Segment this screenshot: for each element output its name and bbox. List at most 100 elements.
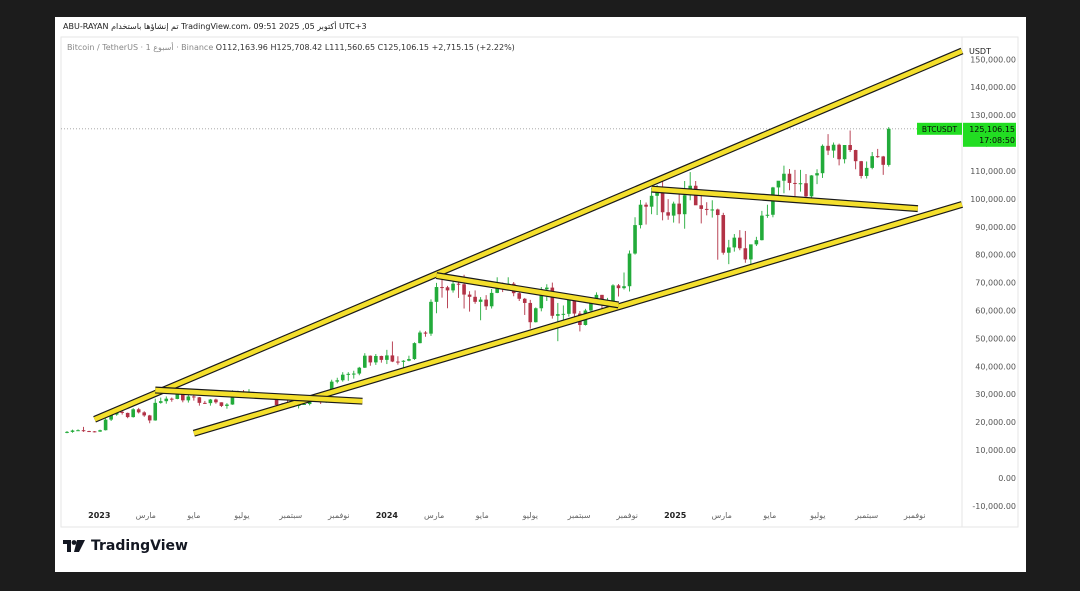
time-tick-label: يوليو xyxy=(809,511,825,520)
candle-body xyxy=(754,240,759,245)
candle xyxy=(533,307,538,323)
candle xyxy=(379,355,384,363)
candle-body xyxy=(92,431,97,433)
candle xyxy=(335,377,340,384)
candle-body xyxy=(434,287,439,302)
candle-body xyxy=(815,173,819,176)
candle-body xyxy=(125,412,130,418)
candle xyxy=(666,199,670,220)
candle-body xyxy=(732,237,737,248)
candle xyxy=(456,281,461,298)
candle xyxy=(721,212,726,255)
candle xyxy=(710,200,715,218)
candle xyxy=(881,155,886,175)
candle-body xyxy=(831,144,836,151)
candle xyxy=(434,282,439,314)
candle-body xyxy=(357,367,362,374)
candle xyxy=(467,291,472,312)
price-tick-label: 10,000.00 xyxy=(975,446,1016,455)
candle xyxy=(76,429,80,432)
price-tick-label: 50,000.00 xyxy=(975,334,1016,343)
candle xyxy=(98,429,102,432)
candle-body xyxy=(136,409,141,413)
candle-body xyxy=(368,355,373,363)
high-value: H125,708.42 xyxy=(270,43,323,52)
price-tick-label: 140,000.00 xyxy=(970,83,1016,92)
flag-line-2025 xyxy=(651,185,919,213)
price-tick-label: 80,000.00 xyxy=(975,251,1016,260)
candle-body xyxy=(440,287,444,289)
candle xyxy=(484,295,488,310)
candle-body xyxy=(70,430,75,432)
candle-body xyxy=(842,145,847,160)
candle xyxy=(203,400,207,404)
close-value: C125,106.15 xyxy=(377,43,430,52)
candle xyxy=(677,191,681,224)
candle xyxy=(81,426,86,432)
candle xyxy=(522,297,527,315)
candle xyxy=(363,353,367,368)
candle-body xyxy=(787,173,792,183)
symbol-description: Bitcoin / TetherUS · 1 أسبوع · Binance xyxy=(67,43,214,52)
price-tick-label: 110,000.00 xyxy=(970,167,1016,176)
flag-line-2024 xyxy=(435,272,620,309)
time-tick-label: سبتمبر xyxy=(854,511,878,520)
candle-body xyxy=(859,161,863,176)
candle-body xyxy=(782,173,786,181)
candle xyxy=(831,142,836,158)
candle-body xyxy=(456,283,461,285)
candle-body xyxy=(169,398,174,400)
candle xyxy=(820,144,825,178)
candle-body xyxy=(875,156,880,158)
time-tick-label: مايو xyxy=(186,511,200,520)
tradingview-icon xyxy=(63,540,85,552)
candle-body xyxy=(517,293,522,299)
candle xyxy=(65,431,69,434)
flag-line-2023 xyxy=(155,386,363,405)
candle-body xyxy=(556,314,560,316)
ohlc-legend: Bitcoin / TetherUS · 1 أسبوع · Binance O… xyxy=(67,43,515,52)
candle-body xyxy=(208,399,213,404)
candle xyxy=(385,349,389,365)
candle-body xyxy=(346,373,351,375)
candle xyxy=(429,299,433,336)
time-tick-label: سبتمبر xyxy=(278,511,302,520)
candle-body xyxy=(340,374,345,381)
candle xyxy=(158,397,163,404)
candle-body xyxy=(181,393,185,401)
candle xyxy=(473,290,477,304)
candle-body xyxy=(192,396,196,398)
change-value: +2,715.15 (+2.22%) xyxy=(431,43,515,52)
candle-body xyxy=(76,430,80,432)
candle xyxy=(225,403,229,409)
candle xyxy=(853,149,858,170)
candle-body xyxy=(853,150,858,162)
candle-body xyxy=(804,183,808,197)
candle-body xyxy=(335,380,340,382)
candle xyxy=(169,397,174,402)
time-tick-label: مايو xyxy=(762,511,776,520)
candle-body xyxy=(445,287,450,291)
candle xyxy=(782,165,786,194)
price-tick-label: 130,000.00 xyxy=(970,111,1016,120)
candle-body xyxy=(616,285,621,289)
upper-channel-line xyxy=(93,47,964,423)
candle-body xyxy=(302,403,306,405)
candle xyxy=(776,180,781,197)
candle xyxy=(136,407,141,414)
price-chart[interactable]: USDT150,000.00140,000.00130,000.00120,00… xyxy=(55,17,1026,572)
candle-body xyxy=(644,204,648,207)
price-tick-label: -10,000.00 xyxy=(972,502,1016,511)
lower-channel-line xyxy=(192,201,963,437)
candle-body xyxy=(567,298,571,314)
candle-body xyxy=(473,296,477,302)
candle xyxy=(396,356,400,365)
candle xyxy=(374,354,378,365)
candle xyxy=(826,134,830,156)
candle-body xyxy=(489,292,494,307)
candle xyxy=(561,305,566,322)
candle xyxy=(787,169,792,191)
candle xyxy=(478,297,483,321)
brand-name: TradingView xyxy=(91,538,188,554)
candle xyxy=(418,330,422,344)
